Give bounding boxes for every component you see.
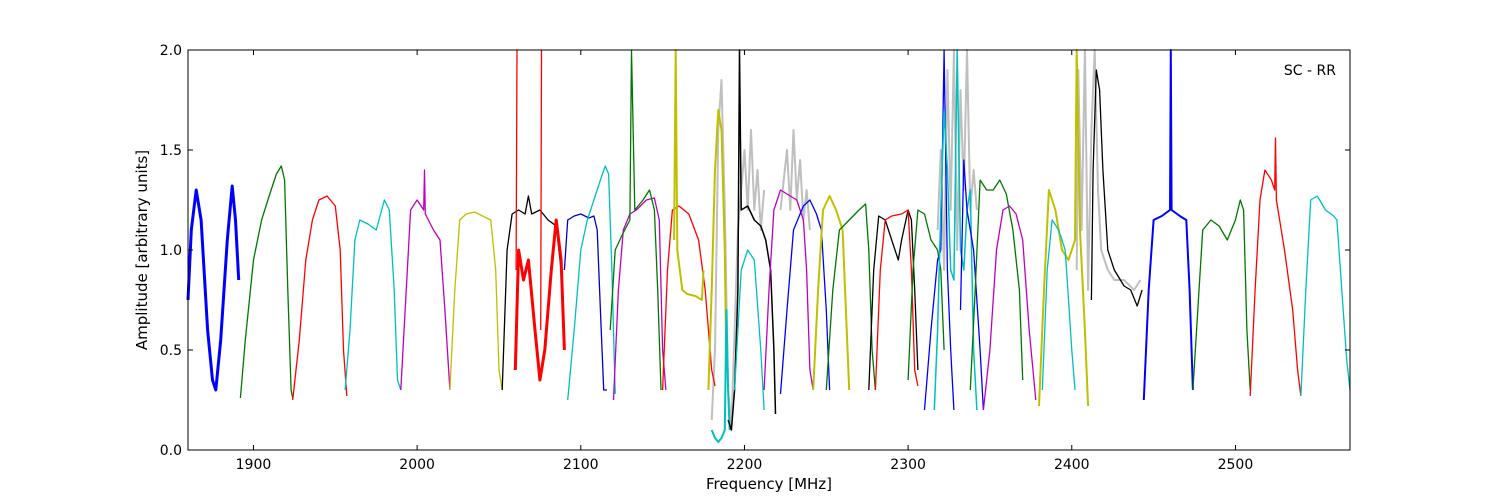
series-line — [292, 195, 348, 401]
series-line — [763, 189, 814, 391]
series-line — [959, 159, 985, 411]
series-line — [868, 209, 919, 391]
y-tick-label: 2.0 — [160, 43, 182, 59]
plot-background — [188, 50, 1350, 450]
series-line — [563, 213, 607, 391]
x-tick-label: 1900 — [236, 457, 272, 473]
series-line — [239, 165, 294, 399]
series-line — [344, 199, 402, 391]
y-tick-label: 0.0 — [160, 443, 182, 459]
x-axis-ticks: 1900 2000 2100 2200 2300 2400 2500 — [236, 50, 1254, 473]
series-line — [540, 49, 543, 331]
series-line — [1041, 219, 1076, 391]
series-line — [969, 179, 1024, 391]
series-line — [186, 184, 241, 392]
series-line — [1075, 49, 1142, 291]
series-line — [673, 49, 705, 301]
series-line — [400, 169, 451, 391]
series-line — [449, 211, 503, 391]
y-tick-label: 1.0 — [160, 243, 182, 259]
series-line — [1038, 49, 1090, 407]
series-line — [779, 199, 831, 395]
series-line — [825, 203, 877, 391]
x-tick-label: 2100 — [563, 457, 599, 473]
series-line — [710, 309, 731, 443]
series-line — [907, 209, 945, 381]
x-tick-label: 2400 — [1054, 457, 1090, 473]
series-line — [609, 49, 662, 391]
series-line — [1090, 69, 1143, 307]
y-tick-label: 1.5 — [160, 143, 182, 159]
series-line — [1192, 199, 1251, 391]
x-axis-label: Frequency [MHz] — [706, 475, 832, 493]
y-axis-ticks: 0.0 0.5 1.0 1.5 2.0 — [160, 43, 1350, 459]
x-tick-label: 2500 — [1218, 457, 1254, 473]
series-line — [1249, 137, 1302, 397]
series-line — [612, 197, 667, 401]
series-line — [982, 205, 1037, 411]
series-line — [515, 49, 518, 271]
series-line — [567, 165, 616, 401]
y-axis-label: Amplitude [arbitrary units] — [133, 150, 151, 350]
y-tick-label: 0.5 — [160, 343, 182, 359]
series-line — [812, 195, 851, 391]
series-line — [733, 249, 765, 411]
x-tick-label: 2200 — [727, 457, 763, 473]
series-line — [933, 49, 978, 411]
series-line — [1300, 195, 1351, 397]
series-line — [707, 109, 728, 391]
series-layer — [186, 49, 1351, 443]
series-line — [513, 218, 566, 382]
chart-annotation: SC - RR — [1284, 63, 1336, 79]
x-tick-label: 2300 — [890, 457, 926, 473]
x-tick-label: 2000 — [399, 457, 435, 473]
series-line — [874, 209, 919, 391]
